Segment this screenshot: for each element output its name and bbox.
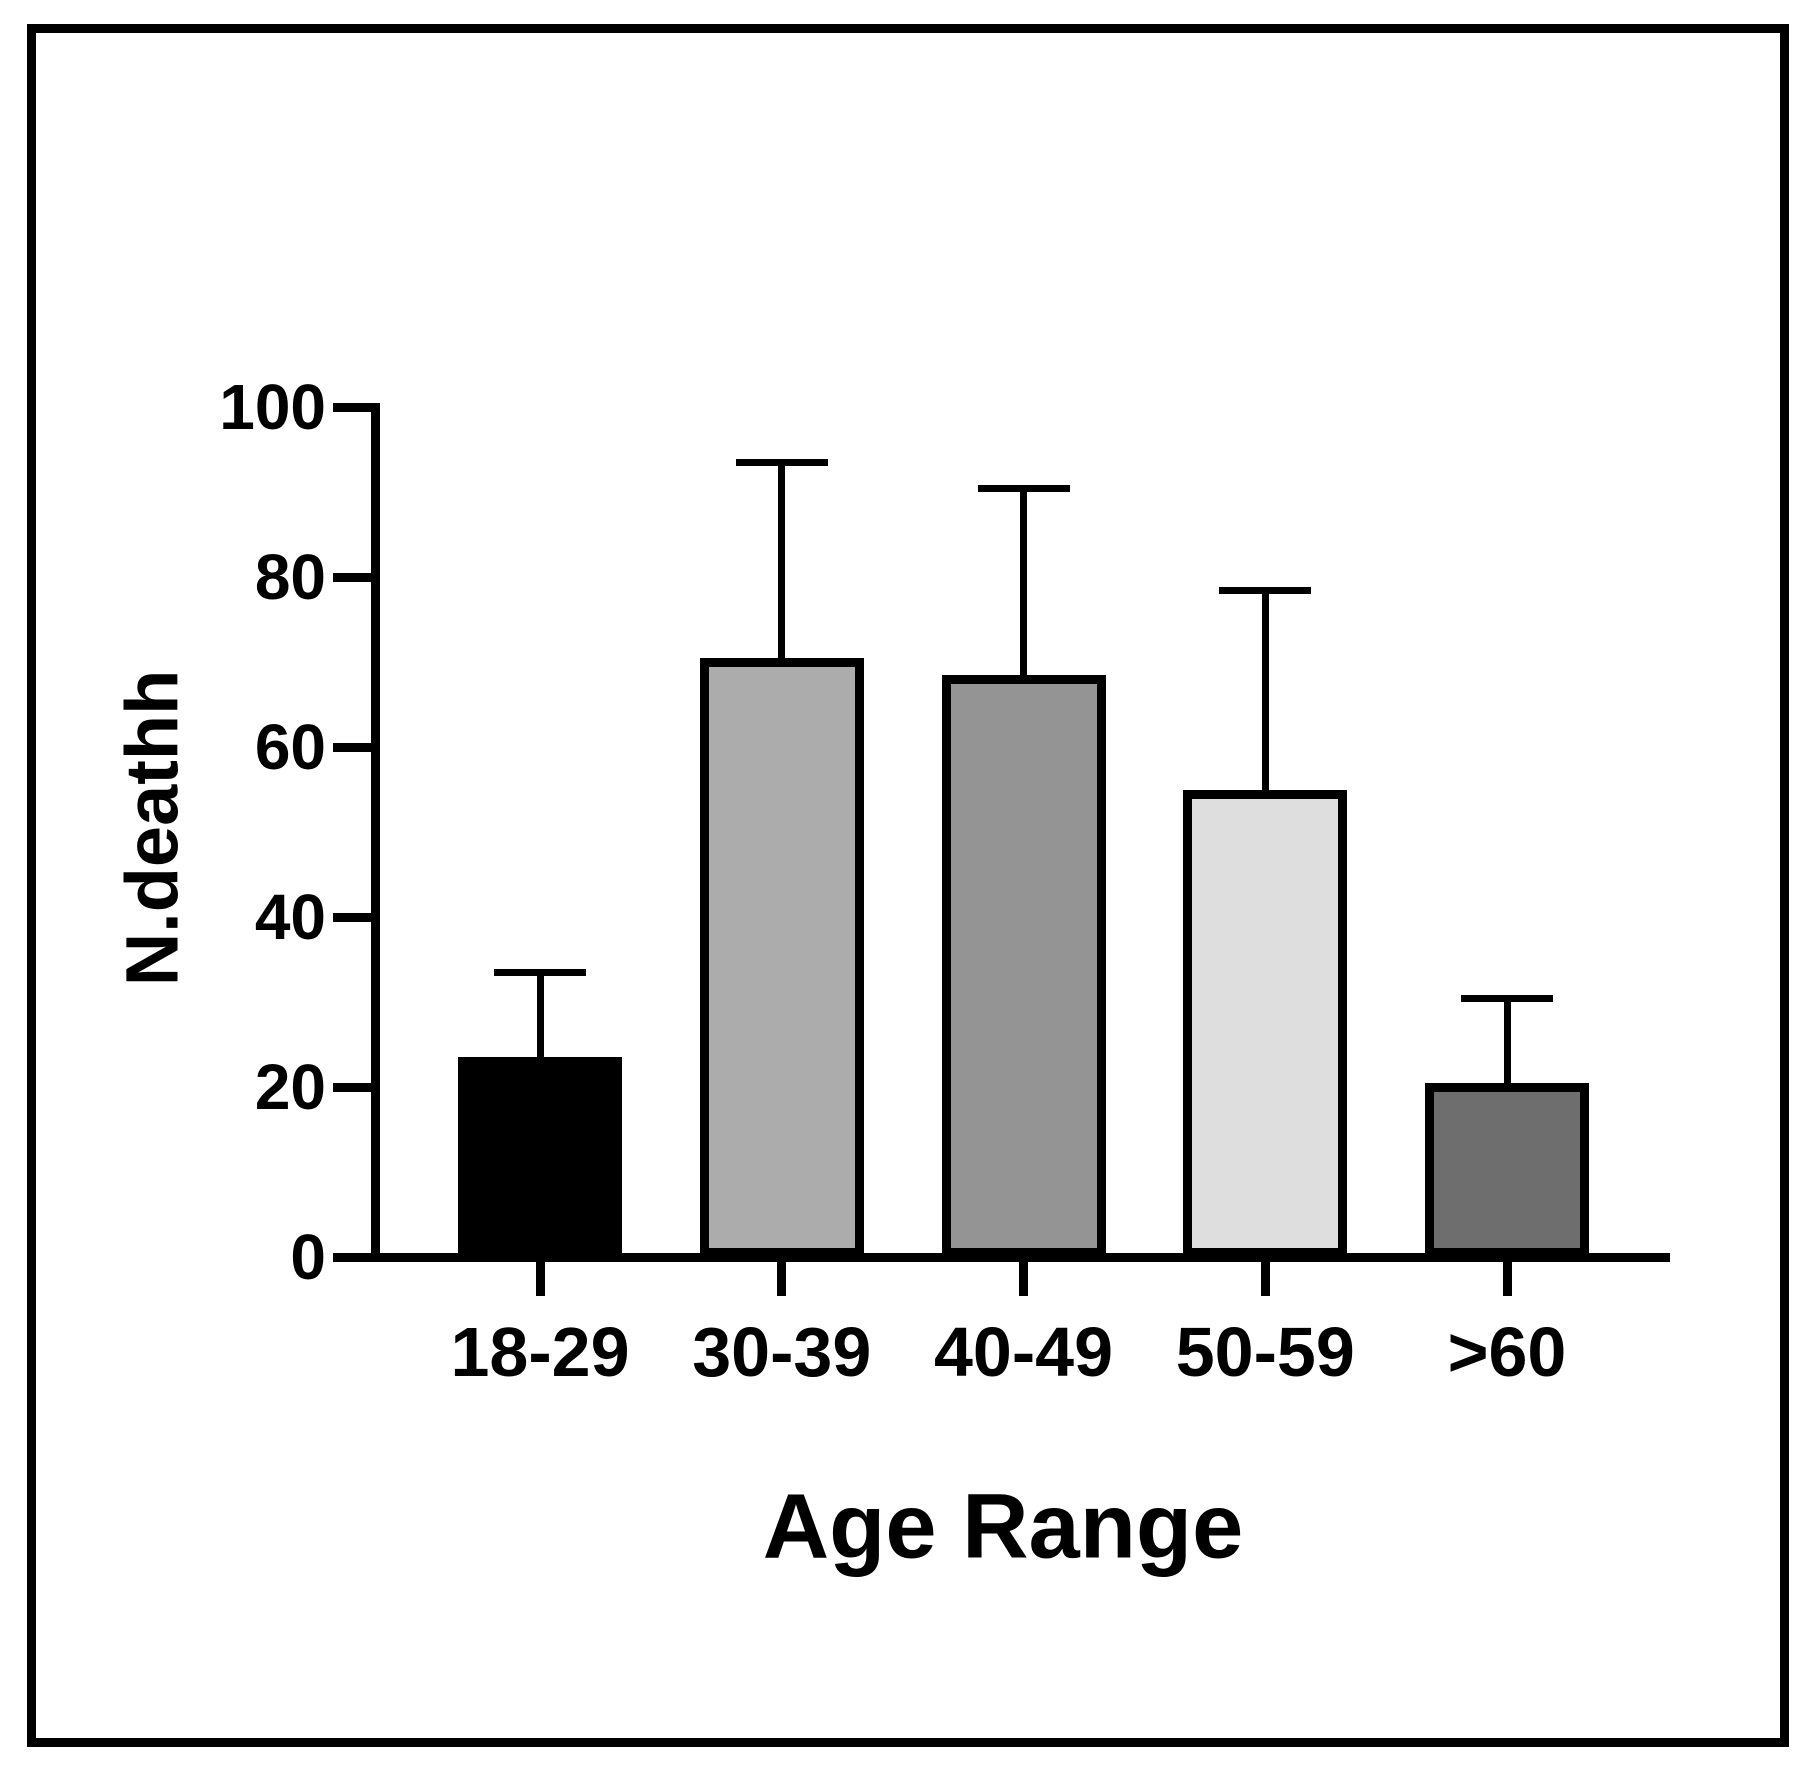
y-tick-label: 80 bbox=[254, 541, 326, 613]
x-tick-label: 50-59 bbox=[1175, 1313, 1355, 1391]
y-tick-label: 100 bbox=[219, 371, 326, 443]
y-axis-tick bbox=[333, 1252, 371, 1262]
figure-border bbox=[27, 24, 1789, 1747]
bar bbox=[699, 657, 864, 1257]
x-tick-label: 30-39 bbox=[692, 1313, 872, 1391]
bar bbox=[1425, 1082, 1589, 1257]
y-axis-tick bbox=[333, 912, 371, 922]
x-axis-tick bbox=[535, 1261, 545, 1296]
x-tick-label: 18-29 bbox=[450, 1313, 630, 1391]
x-axis-line bbox=[371, 1252, 1670, 1262]
error-bar-cap bbox=[1219, 586, 1312, 594]
y-axis-tick bbox=[333, 742, 371, 752]
error-bar-line bbox=[1020, 487, 1027, 695]
x-axis-title: Age Range bbox=[762, 1475, 1244, 1578]
error-bar-cap bbox=[735, 459, 828, 467]
bar bbox=[458, 1057, 622, 1257]
y-tick-label: 40 bbox=[254, 881, 326, 953]
x-axis-tick bbox=[1260, 1261, 1270, 1296]
y-tick-label: 20 bbox=[254, 1051, 326, 1123]
error-bar-cap bbox=[977, 484, 1070, 492]
error-bar-cap bbox=[494, 969, 586, 977]
bar bbox=[941, 674, 1106, 1257]
error-bar-line bbox=[1503, 997, 1511, 1103]
bar bbox=[1183, 789, 1348, 1257]
error-bar-line bbox=[536, 972, 544, 1078]
x-axis-tick bbox=[1019, 1261, 1028, 1296]
y-axis-tick bbox=[333, 572, 371, 582]
y-axis-tick bbox=[333, 402, 371, 412]
error-bar-line bbox=[1261, 589, 1269, 810]
y-tick-label: 0 bbox=[290, 1221, 326, 1293]
error-bar-line bbox=[778, 462, 786, 678]
y-axis-tick bbox=[333, 1082, 371, 1092]
y-tick-label: 60 bbox=[254, 711, 326, 783]
x-axis-tick bbox=[1502, 1261, 1512, 1296]
error-bar-cap bbox=[1461, 994, 1553, 1002]
x-tick-label: 40-49 bbox=[933, 1313, 1114, 1391]
x-axis-tick bbox=[777, 1261, 787, 1296]
x-tick-label: >60 bbox=[1447, 1313, 1567, 1391]
y-axis-line bbox=[371, 402, 380, 1262]
